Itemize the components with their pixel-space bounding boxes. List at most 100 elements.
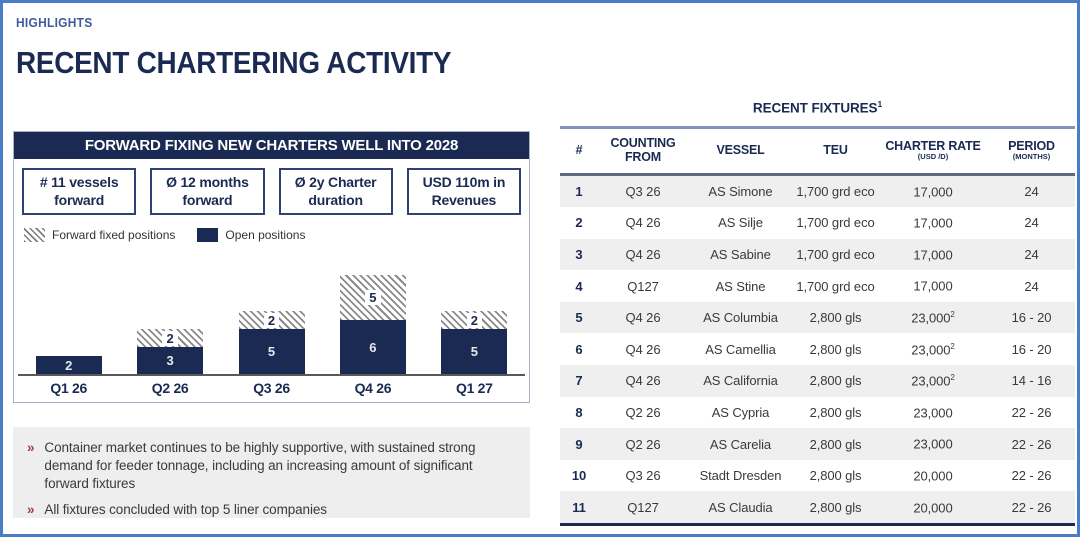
table-row: 6 Q4 26 AS Camellia 2,800 gls 23,0002 16… (560, 333, 1075, 365)
table-row: 3 Q4 26 AS Sabine 1,700 grd eco 17,000 2… (560, 238, 1075, 271)
stats-row: # 11 vessels forward Ø 12 months forward… (14, 159, 529, 222)
cell-counting-from: Q3 26 (625, 468, 661, 484)
table-row: 7 Q4 26 AS California 2,800 gls 23,0002 … (560, 365, 1075, 397)
bar-open-segment: 5 (441, 329, 508, 374)
chart-panel-title: FORWARD FIXING NEW CHARTERS WELL INTO 20… (14, 132, 529, 159)
cell-counting-from: Q3 26 (625, 183, 661, 199)
cell-number: 10 (571, 468, 587, 484)
cell-vessel: AS Carelia (709, 436, 772, 452)
cell-teu: 2,800 gls (809, 373, 862, 389)
bar-stack: 2 5 (441, 311, 508, 374)
bar-category-label: Q4 26 (354, 380, 392, 396)
cell-counting-from: Q127 (627, 499, 659, 515)
cell-counting-from: Q127 (627, 278, 659, 294)
col-header-vessel: VESSEL (716, 142, 765, 157)
cell-charter-rate: 23,0002 (911, 341, 955, 357)
cell-period: 14 - 16 (1011, 373, 1052, 389)
bar-value-label: 2 (466, 312, 482, 328)
table-bottom-rule (560, 523, 1075, 527)
bar-open-segment: 5 (238, 329, 305, 374)
cell-period: 24 (1024, 246, 1039, 262)
col-header-number: # (575, 142, 583, 157)
table-row: 2 Q4 26 AS Silje 1,700 grd eco 17,000 24 (560, 207, 1075, 239)
cell-charter-rate: 17,000 (913, 215, 953, 231)
legend-label: Forward fixed positions (52, 228, 176, 242)
bar-stack: 5 6 (339, 275, 406, 374)
section-eyebrow: HIGHLIGHTS (16, 15, 93, 30)
cell-charter-rate: 23,0002 (911, 310, 955, 326)
cell-charter-rate: 17,000 (913, 278, 953, 294)
cell-teu: 2,800 gls (809, 341, 862, 357)
bar-group: 2 5 (221, 311, 322, 374)
cell-vessel: AS Columbia (703, 310, 778, 326)
cell-period: 22 - 26 (1011, 499, 1052, 515)
bullet-text: Container market continues to be highly … (44, 440, 476, 491)
bar-group: 2 (18, 356, 119, 374)
stat-vessels-forward: # 11 vessels forward (22, 168, 137, 215)
stacked-bar-chart: 2 2 3 2 5 5 6 2 5 (18, 250, 525, 376)
legend-label: Open positions (225, 228, 306, 242)
table-title-rule (560, 125, 1075, 129)
cell-teu: 2,800 gls (809, 468, 862, 484)
cell-charter-rate: 20,000 (913, 499, 953, 515)
cell-period: 16 - 20 (1011, 341, 1052, 357)
bullet-marker-icon: » (27, 440, 35, 455)
bar-forward-fixed-segment: 2 (441, 311, 508, 329)
table-row: 9 Q2 26 AS Carelia 2,800 gls 23,000 22 -… (560, 428, 1075, 460)
bar-value-label: 3 (166, 353, 174, 368)
recent-fixtures-table: RECENT FIXTURES1 # COUNTING FROM VESSEL … (560, 99, 1075, 527)
table-row: 11 Q127 AS Claudia 2,800 gls 20,000 22 -… (560, 491, 1075, 524)
bar-group: 2 3 (119, 329, 220, 374)
cell-number: 2 (575, 215, 583, 231)
cell-counting-from: Q4 26 (625, 215, 661, 231)
bar-open-segment: 6 (339, 320, 406, 374)
table-row: 1 Q3 26 AS Simone 1,700 grd eco 17,000 2… (560, 175, 1075, 208)
bar-value-label: 2 (65, 357, 73, 373)
bar-category-label: Q2 26 (151, 380, 189, 396)
cell-number: 8 (575, 404, 583, 420)
forward-fixing-chart-panel: FORWARD FIXING NEW CHARTERS WELL INTO 20… (13, 131, 530, 403)
table-title: RECENT FIXTURES1 (752, 99, 883, 116)
bar-category-label: Q1 26 (50, 380, 88, 396)
cell-teu: 1,700 grd eco (796, 183, 875, 199)
table-header-rule (560, 172, 1075, 176)
bar-stack: 2 3 (137, 329, 204, 374)
bar-forward-fixed-segment: 2 (238, 311, 305, 329)
stat-revenues: USD 110m in Revenues (406, 168, 521, 215)
col-header-charter-rate: CHARTER RATE (USD /D) (885, 139, 981, 162)
bar-group: 5 6 (322, 275, 423, 374)
cell-vessel: AS Sabine (710, 246, 771, 262)
cell-number: 6 (575, 341, 583, 357)
cell-teu: 2,800 gls (809, 404, 862, 420)
legend-forward-fixed: Forward fixed positions (24, 228, 175, 242)
cell-number: 3 (575, 246, 583, 262)
cell-teu: 1,700 grd eco (796, 246, 875, 262)
bar-forward-fixed-segment: 5 (339, 275, 406, 320)
cell-vessel: AS California (703, 373, 778, 389)
chart-x-axis-labels: Q1 26 Q2 26 Q3 26 Q4 26 Q1 27 (18, 376, 525, 400)
cell-vessel: AS Camellia (705, 341, 776, 357)
cell-teu: 1,700 grd eco (796, 278, 875, 294)
cell-charter-rate: 17,000 (913, 247, 953, 263)
cell-charter-rate: 17,000 (913, 183, 953, 199)
cell-number: 5 (575, 310, 583, 326)
cell-vessel: AS Claudia (708, 499, 773, 515)
cell-counting-from: Q4 26 (625, 341, 661, 357)
solid-swatch-icon (197, 228, 219, 242)
cell-period: 16 - 20 (1011, 310, 1052, 326)
bar-group: 2 5 (424, 311, 525, 374)
page-title: RECENT CHARTERING ACTIVITY (16, 45, 452, 80)
cell-teu: 1,700 grd eco (796, 215, 875, 231)
bar-value-label: 6 (369, 339, 377, 355)
col-header-teu: TEU (823, 142, 848, 157)
cell-period: 22 - 26 (1011, 436, 1052, 452)
bar-value-label: 5 (267, 344, 276, 359)
cell-vessel: AS Cypria (711, 404, 770, 420)
bullet-item: » Container market continues to be highl… (27, 439, 514, 492)
table-body: 1 Q3 26 AS Simone 1,700 grd eco 17,000 2… (560, 175, 1075, 524)
chart-legend: Forward fixed positions Open positions (14, 222, 529, 244)
rate-footnote: 2 (950, 310, 955, 319)
cell-period: 24 (1024, 278, 1039, 294)
bar-value-label: 5 (365, 290, 381, 305)
